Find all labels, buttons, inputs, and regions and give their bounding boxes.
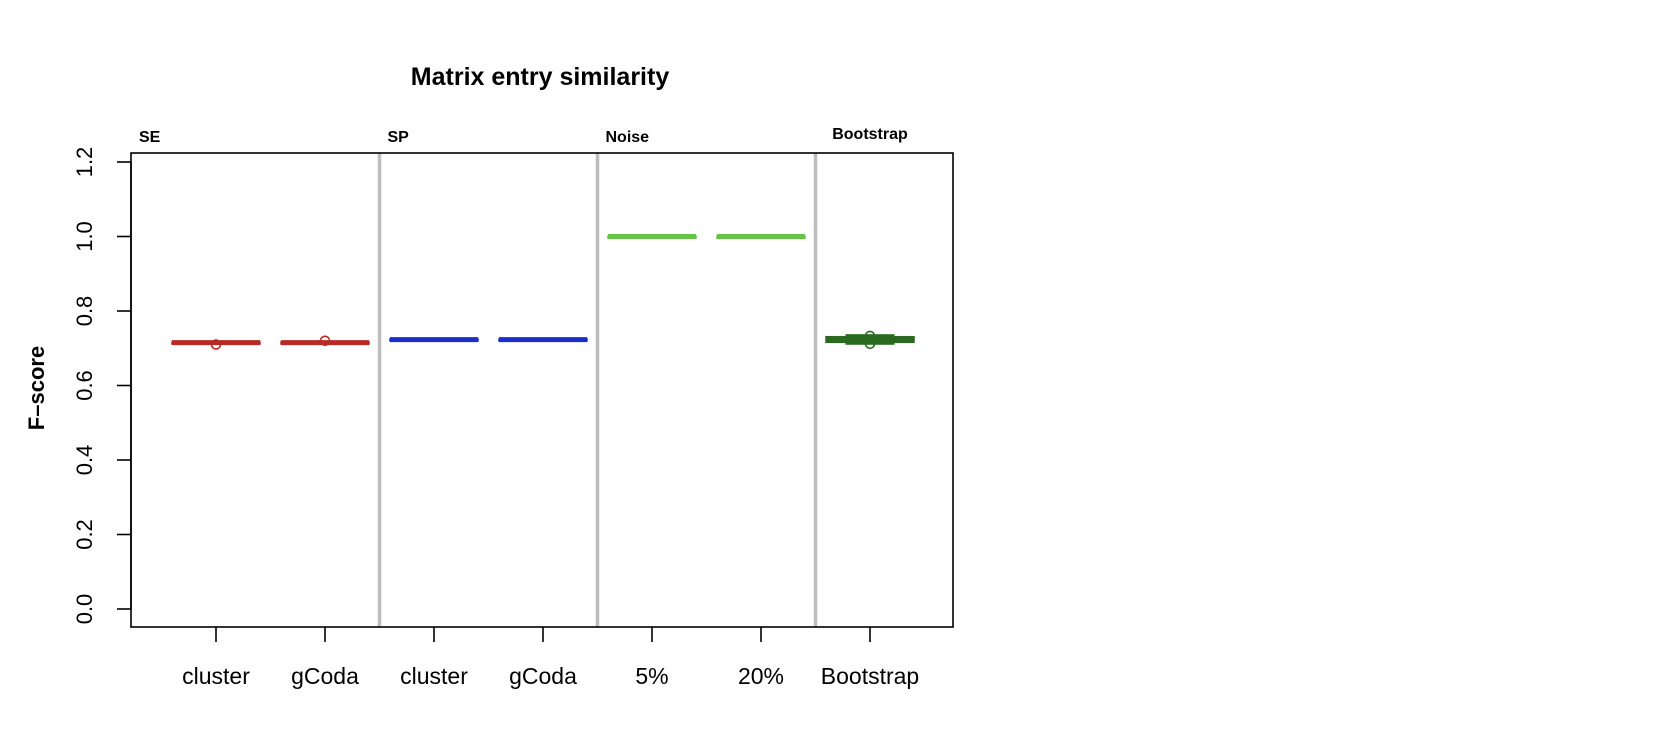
group-separators: [377, 153, 818, 627]
y-tick-label: 1.2: [72, 147, 97, 178]
box: [280, 335, 370, 347]
x-tick-label: 5%: [635, 663, 668, 689]
outlier-point: [319, 335, 331, 347]
x-tick-label: gCoda: [291, 663, 359, 689]
y-tick-label: 0.0: [72, 594, 97, 625]
y-tick-label: 0.2: [72, 519, 97, 550]
x-axis: cluster gCoda cluster gCoda 5% 20% Bootstrap: [182, 627, 919, 689]
group-label: SE: [139, 129, 161, 146]
box: [498, 337, 588, 343]
y-tick-label: 0.8: [72, 296, 97, 327]
box-series: [171, 234, 915, 350]
group-label: Bootstrap: [832, 126, 908, 143]
group-label: Noise: [606, 129, 650, 146]
x-tick-label: cluster: [400, 663, 468, 689]
group-label: SP: [388, 129, 410, 146]
box: [171, 339, 261, 350]
group-labels: SE SP Noise Bootstrap: [139, 126, 908, 146]
y-axis-label: F–score: [24, 346, 49, 430]
y-tick-label: 0.4: [72, 445, 97, 476]
x-tick-label: cluster: [182, 663, 250, 689]
plot-frame: [130, 152, 954, 628]
box: [607, 234, 697, 239]
y-tick-label: 0.6: [72, 370, 97, 401]
box: [716, 234, 806, 239]
chart-title: Matrix entry similarity: [411, 63, 670, 91]
outlier-point: [210, 339, 222, 350]
outlier-point: [864, 338, 876, 350]
y-tick-label: 1.0: [72, 221, 97, 252]
box: [389, 337, 479, 343]
box: [825, 330, 915, 350]
x-tick-label: 20%: [738, 663, 784, 689]
outlier-point: [864, 330, 876, 342]
x-tick-label: gCoda: [509, 663, 577, 689]
y-axis: 0.0 0.2 0.4 0.6 0.8 1.0 1.2: [72, 147, 132, 625]
x-tick-label: Bootstrap: [821, 663, 919, 689]
